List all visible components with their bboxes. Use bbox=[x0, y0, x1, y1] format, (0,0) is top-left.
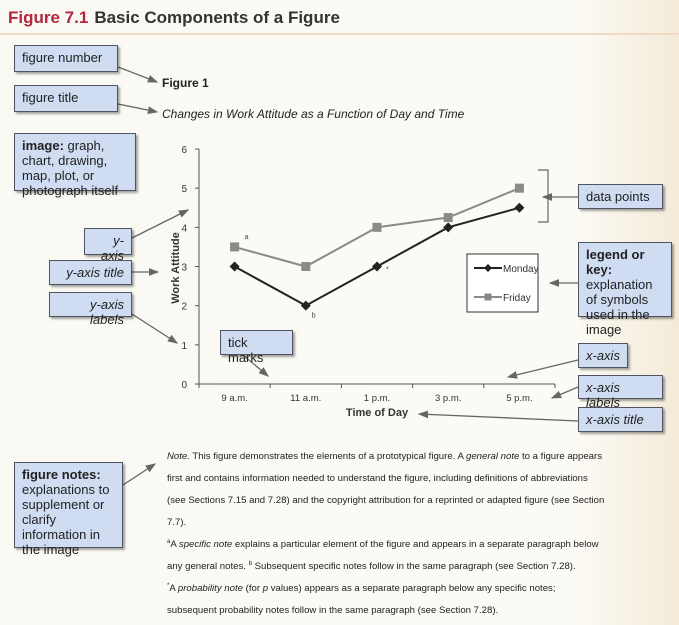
page-heading: Figure 7.1 Basic Components of a Figure bbox=[8, 8, 340, 28]
arrow-x-axis bbox=[506, 359, 579, 379]
y-tick-label: 4 bbox=[181, 223, 187, 234]
legend-marker-square-icon bbox=[484, 293, 492, 301]
data-point-monday bbox=[514, 202, 525, 213]
callout-x-axis-title: x-axis title bbox=[578, 407, 663, 432]
p-symbol: p bbox=[262, 583, 269, 594]
callout-image-text: graph, chart, drawing, map, plot, or pho… bbox=[22, 138, 119, 198]
x-tick-label: 5 p.m. bbox=[506, 393, 532, 404]
general-note-text-2: to a figure appears first and contains i… bbox=[167, 451, 605, 528]
callout-image: image: graph, chart, drawing, map, plot,… bbox=[14, 133, 136, 198]
general-note-text-1: This figure demonstrates the elements of… bbox=[189, 451, 466, 462]
x-tick-label: 1 p.m. bbox=[364, 393, 390, 404]
callout-notes-term: figure notes: bbox=[22, 467, 101, 482]
arrow-x-axis-labels bbox=[550, 386, 579, 399]
arrow-figure-title bbox=[117, 103, 159, 114]
data-points-bracket bbox=[538, 169, 549, 223]
y-tick-label: 1 bbox=[181, 341, 187, 352]
callout-legend: legend or key: explanation of symbols us… bbox=[578, 242, 672, 337]
callout-tick-marks: tick marks bbox=[220, 330, 293, 365]
data-point-monday bbox=[372, 261, 382, 272]
arrow-figure-number bbox=[117, 66, 159, 83]
callout-notes-text: explanations to supplement or clarify in… bbox=[22, 482, 110, 557]
general-note-term: general note bbox=[466, 451, 520, 462]
figure-notes: Note. This figure demonstrates the eleme… bbox=[167, 446, 607, 622]
heading-title: Basic Components of a Figure bbox=[94, 8, 340, 27]
legend-box bbox=[466, 253, 539, 313]
figure-title: Changes in Work Attitude as a Function o… bbox=[162, 107, 465, 121]
data-point-friday bbox=[514, 183, 524, 193]
specific-note: aA specific note explains a particular e… bbox=[167, 534, 607, 578]
data-point-monday bbox=[443, 222, 454, 233]
data-annotation: b bbox=[312, 313, 316, 320]
data-annotation: * bbox=[386, 267, 389, 274]
specific-note-term: specific note bbox=[178, 539, 233, 550]
callout-image-term: image: bbox=[22, 138, 64, 153]
legend-label-friday: Friday bbox=[503, 293, 531, 304]
callout-y-axis: y-axis bbox=[84, 228, 132, 263]
y-tick-label: 3 bbox=[181, 263, 187, 274]
data-point-friday bbox=[301, 262, 311, 271]
probability-note-term: probability note bbox=[177, 583, 243, 594]
heading-number: Figure 7.1 bbox=[8, 8, 89, 27]
arrow-y-axis-labels bbox=[131, 313, 179, 344]
superscript-a: a bbox=[167, 538, 171, 545]
legend-label-monday: Monday bbox=[503, 264, 539, 275]
data-point-monday bbox=[300, 300, 311, 311]
probability-note-text-2: (for bbox=[242, 583, 263, 594]
y-tick-label: 0 bbox=[181, 380, 187, 391]
legend-item-friday: Friday bbox=[474, 293, 531, 304]
data-point-friday bbox=[372, 222, 382, 232]
figure-number: Figure 1 bbox=[162, 76, 209, 90]
arrow-tick-marks bbox=[242, 354, 269, 377]
data-annotation: a bbox=[245, 234, 249, 241]
y-tick-label: 6 bbox=[181, 145, 187, 156]
x-tick-label: 11 a.m. bbox=[290, 393, 321, 404]
callout-figure-title: figure title bbox=[14, 85, 118, 112]
arrow-figure-notes bbox=[122, 463, 157, 486]
superscript-asterisk: * bbox=[167, 582, 170, 589]
callout-figure-notes: figure notes: explanations to supplement … bbox=[14, 462, 123, 557]
legend-item-monday: Monday bbox=[474, 264, 539, 275]
y-tick-label: 2 bbox=[181, 302, 187, 313]
heading-rule bbox=[0, 33, 679, 35]
x-tick-label: 9 a.m. bbox=[221, 393, 247, 404]
callout-data-points: data points bbox=[578, 184, 663, 209]
data-point-monday bbox=[229, 261, 240, 272]
arrow-x-axis-title bbox=[417, 410, 579, 422]
superscript-b: b bbox=[248, 560, 252, 567]
callout-legend-term: legend or key: bbox=[586, 247, 645, 277]
callout-figure-number: figure number bbox=[14, 45, 118, 72]
x-tick-label: 3 p.m. bbox=[435, 393, 461, 404]
legend-marker-diamond-icon bbox=[484, 264, 492, 272]
x-axis-title: Time of Day bbox=[346, 407, 409, 419]
specific-note-text-3: Subsequent specific notes follow in the … bbox=[251, 561, 576, 572]
callout-y-axis-labels: y-axis labels bbox=[49, 292, 132, 327]
probability-note-text-1: A bbox=[169, 583, 178, 594]
y-axis-title: Work Attitude bbox=[170, 232, 182, 304]
note-label: Note. bbox=[167, 451, 190, 462]
probability-note-text-3: values) appears as a separate paragraph … bbox=[167, 583, 556, 616]
probability-note: *A probability note (for p values) appea… bbox=[167, 578, 607, 622]
callout-x-axis-labels: x-axis labels bbox=[578, 375, 663, 410]
callout-legend-text: explanation of symbols used in the image bbox=[586, 277, 653, 337]
arrow-y-axis bbox=[131, 209, 190, 239]
data-point-friday bbox=[230, 242, 240, 252]
data-point-friday bbox=[443, 213, 453, 223]
callout-y-axis-title: y-axis title bbox=[49, 260, 132, 285]
y-tick-label: 5 bbox=[181, 184, 187, 195]
callout-x-axis: x-axis bbox=[578, 343, 628, 368]
specific-note-text-2: explains a particular element of the fig… bbox=[167, 539, 599, 572]
general-note: Note. This figure demonstrates the eleme… bbox=[167, 446, 607, 534]
specific-note-text-1: A bbox=[170, 539, 179, 550]
